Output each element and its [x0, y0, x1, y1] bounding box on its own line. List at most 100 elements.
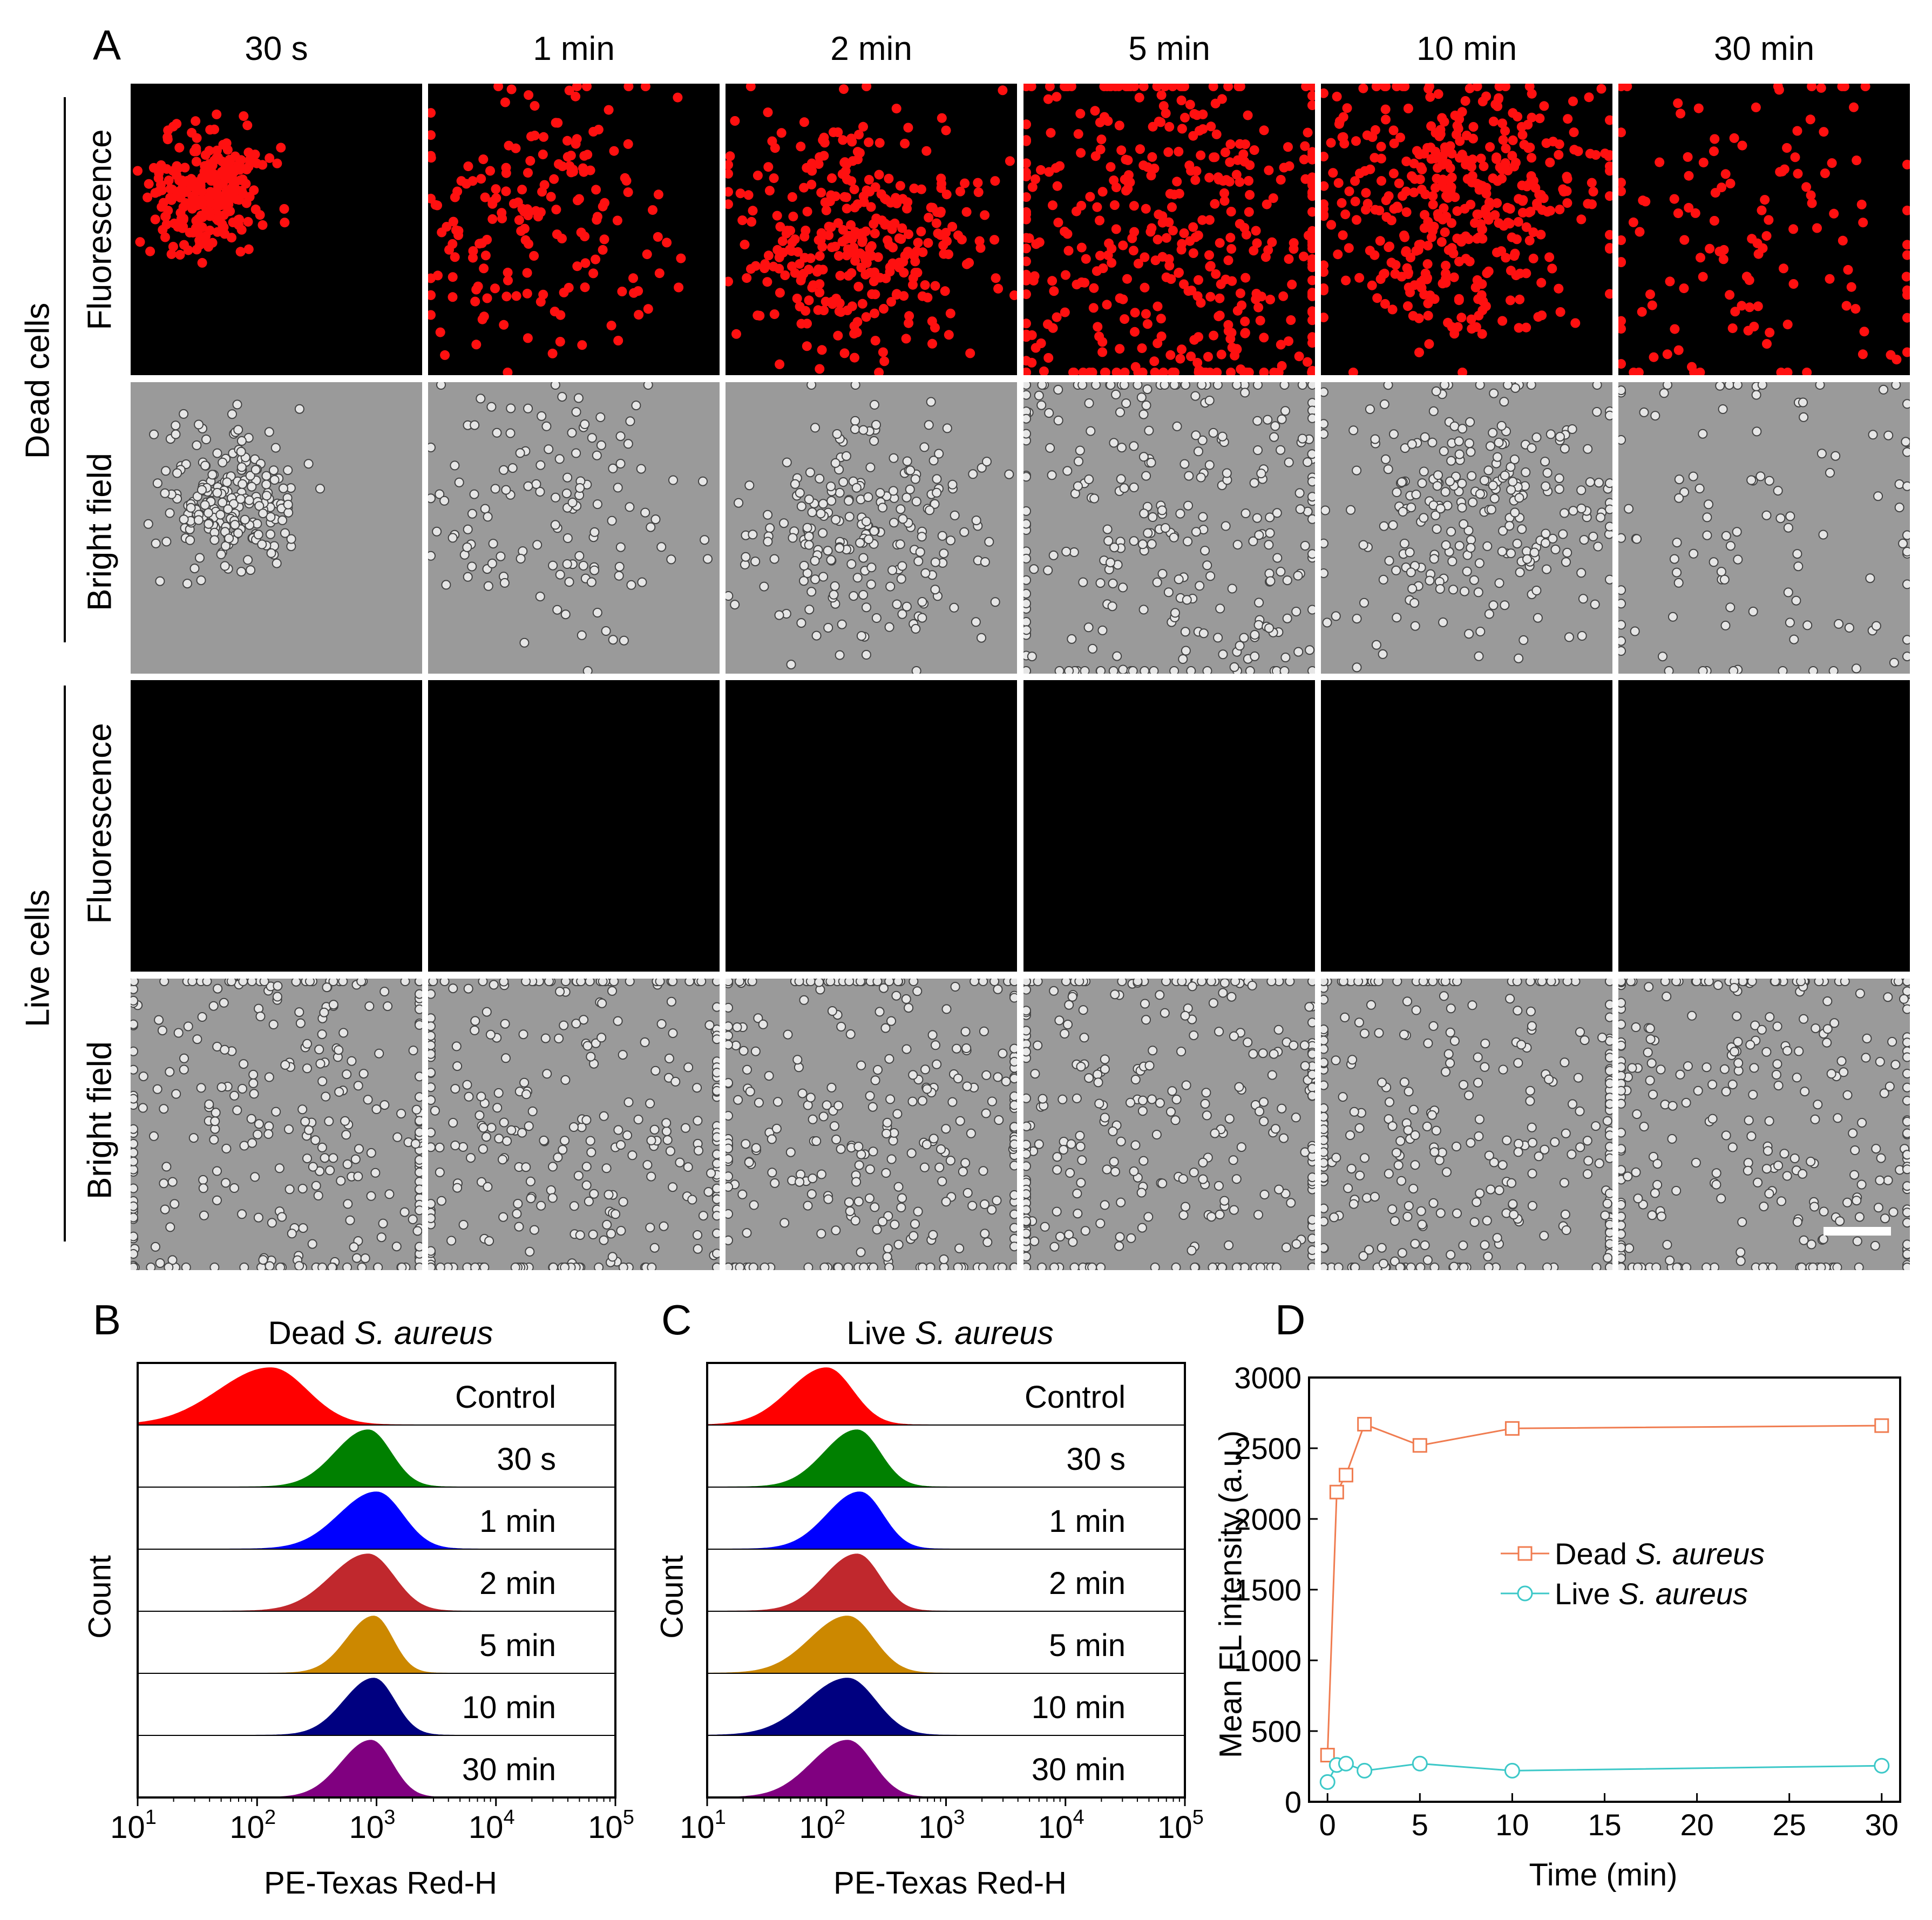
row-label-dead-brightfield: Bright field	[81, 453, 119, 611]
group-label-live: Live cells	[19, 890, 57, 1027]
micrograph-live-fluorescence	[726, 680, 1017, 972]
column-header: 2 min	[830, 30, 912, 67]
data-point	[1874, 1418, 1889, 1433]
scale-bar	[1823, 1227, 1891, 1236]
data-point	[1338, 1755, 1354, 1772]
x-tick-label: 104	[1038, 1806, 1084, 1845]
micrograph-live-fluorescence	[428, 680, 720, 972]
histogram-label: 30 min	[462, 1752, 556, 1787]
histogram-label: Control	[455, 1380, 556, 1415]
chart-b-xlabel: PE-Texas Red-H	[264, 1865, 497, 1901]
micrograph-live-brightfield	[726, 979, 1017, 1270]
micrograph-dead-brightfield	[726, 382, 1017, 674]
chart-c-title: Live S. aureus	[846, 1315, 1054, 1351]
data-point	[1504, 1762, 1520, 1779]
y-tick-label: 0	[1285, 1785, 1301, 1819]
x-tick-label: 5	[1412, 1808, 1428, 1842]
column-header: 5 min	[1128, 30, 1210, 67]
micrograph-dead-brightfield	[1321, 382, 1612, 674]
row-label-dead-fluorescence: Fluorescence	[81, 129, 119, 330]
panel-label-d: D	[1275, 1296, 1306, 1344]
legend-label: Dead S. aureus	[1555, 1537, 1765, 1571]
x-tick-label: 104	[469, 1806, 515, 1845]
x-tick-label: 103	[349, 1806, 396, 1845]
panel-label-a: A	[93, 21, 121, 69]
group-bracket-live	[64, 686, 66, 1241]
column-header: 1 min	[533, 30, 615, 67]
panel-label-b: B	[93, 1296, 121, 1344]
histogram-label: 30 s	[1066, 1442, 1126, 1477]
micrograph-dead-brightfield	[1023, 382, 1315, 674]
histogram-label: 2 min	[1049, 1566, 1126, 1601]
panel-label-c: C	[661, 1296, 692, 1344]
micrograph-dead-fluorescence	[1023, 84, 1315, 375]
x-tick-label: 20	[1680, 1808, 1713, 1842]
micrograph-live-fluorescence	[1321, 680, 1612, 972]
micrograph-dead-fluorescence	[1321, 84, 1612, 375]
y-tick-label: 2500	[1234, 1431, 1301, 1466]
micrograph-live-brightfield	[1321, 979, 1612, 1270]
histogram-label: 10 min	[462, 1690, 556, 1725]
micrograph-dead-brightfield	[428, 382, 720, 674]
y-tick-label: 1000	[1234, 1644, 1301, 1678]
x-tick-label: 105	[588, 1806, 634, 1845]
group-bracket-dead	[64, 97, 66, 642]
data-point	[1319, 1774, 1336, 1790]
histogram-label: Control	[1025, 1380, 1126, 1415]
histogram-label: 1 min	[479, 1504, 556, 1539]
histogram-label: 1 min	[1049, 1504, 1126, 1539]
legend-label: Live S. aureus	[1555, 1577, 1748, 1611]
y-tick-label: 500	[1251, 1714, 1301, 1748]
data-point	[1338, 1468, 1353, 1483]
micrograph-live-fluorescence	[1023, 680, 1315, 972]
chart-b-title: Dead S. aureus	[268, 1315, 493, 1351]
micrograph-dead-fluorescence	[131, 84, 422, 375]
data-point	[1874, 1758, 1890, 1774]
y-tick-label: 1500	[1234, 1573, 1301, 1607]
chart-d-xlabel: Time (min)	[1529, 1857, 1678, 1892]
micrograph-dead-fluorescence	[726, 84, 1017, 375]
series-line	[1326, 1762, 1882, 1783]
y-tick-label: 3000	[1234, 1361, 1301, 1395]
data-point	[1357, 1416, 1372, 1431]
histogram-label: 5 min	[479, 1628, 556, 1663]
data-point	[1329, 1484, 1344, 1500]
micrograph-dead-brightfield	[131, 382, 422, 674]
micrograph-live-brightfield	[1023, 979, 1315, 1270]
row-label-live-brightfield: Bright field	[81, 1041, 119, 1199]
group-label-dead: Dead cells	[19, 302, 57, 459]
chart-c-xlabel: PE-Texas Red-H	[833, 1865, 1067, 1901]
legend-marker	[1517, 1585, 1533, 1602]
x-tick-label: 25	[1773, 1808, 1806, 1842]
micrograph-live-fluorescence	[1618, 680, 1910, 972]
chart-c-histograms: Control 30 s 1 min 2 min 5 min 10 min 30 min 10…	[680, 1362, 1204, 1845]
x-tick-label: 101	[110, 1806, 157, 1845]
x-tick-label: 10	[1495, 1808, 1529, 1842]
data-point	[1412, 1755, 1428, 1772]
micrograph-dead-brightfield	[1618, 382, 1910, 674]
legend-marker	[1517, 1546, 1533, 1561]
micrograph-dead-fluorescence	[428, 84, 720, 375]
column-header: 10 min	[1416, 30, 1517, 67]
histogram-label: 2 min	[479, 1566, 556, 1601]
chart-b-histograms: Control 30 s 1 min 2 min 5 min 10 min 30 min 10…	[110, 1362, 634, 1845]
x-tick-label: 105	[1157, 1806, 1204, 1845]
data-point	[1504, 1421, 1520, 1436]
histogram-label: 5 min	[1049, 1628, 1126, 1663]
column-header: 30 s	[245, 30, 308, 67]
histogram-label: 30 s	[497, 1442, 556, 1477]
micrograph-live-brightfield	[1618, 979, 1910, 1270]
x-tick-label: 103	[919, 1806, 965, 1845]
x-tick-label: 102	[229, 1806, 276, 1845]
micrograph-live-brightfield	[428, 979, 720, 1270]
histogram-label: 10 min	[1032, 1690, 1126, 1725]
x-tick-label: 101	[680, 1806, 726, 1845]
x-tick-label: 0	[1319, 1808, 1336, 1842]
histogram-label: 30 min	[1032, 1752, 1126, 1787]
micrograph-dead-fluorescence	[1618, 84, 1910, 375]
data-point	[1412, 1438, 1427, 1453]
micrograph-live-brightfield	[131, 979, 422, 1270]
x-tick-label: 30	[1865, 1808, 1899, 1842]
y-tick-label: 2000	[1234, 1502, 1301, 1536]
x-tick-label: 15	[1588, 1808, 1621, 1842]
